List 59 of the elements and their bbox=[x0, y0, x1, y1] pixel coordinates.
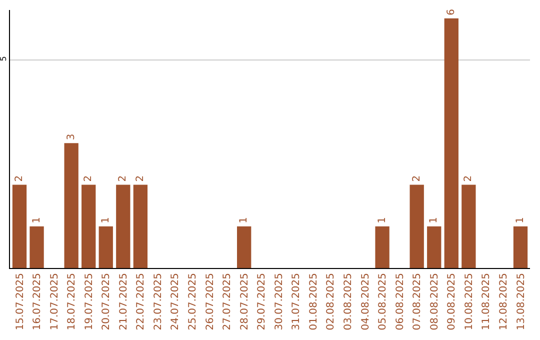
bar bbox=[444, 18, 458, 268]
y-tick-label: 5 bbox=[0, 56, 8, 62]
bar bbox=[462, 184, 476, 268]
x-tick-label: 18.07.2025 bbox=[66, 273, 78, 330]
bar bbox=[133, 184, 148, 268]
x-tick-label: 30.07.2025 bbox=[274, 273, 285, 330]
bar bbox=[237, 226, 252, 268]
x-tick-label: 06.08.2025 bbox=[394, 273, 406, 330]
bar bbox=[82, 184, 96, 268]
bar bbox=[64, 143, 78, 268]
data-label: 2 bbox=[463, 175, 474, 182]
x-tick-label: 21.07.2025 bbox=[118, 273, 130, 330]
x-tick-label: 28.07.2025 bbox=[239, 273, 250, 330]
x-tick-label: 09.08.2025 bbox=[446, 273, 458, 330]
x-tick-label: 12.08.2025 bbox=[498, 273, 510, 330]
data-label: 2 bbox=[118, 175, 129, 182]
x-tick-label: 13.08.2025 bbox=[516, 273, 527, 330]
bar bbox=[410, 184, 424, 268]
x-tick-label: 25.07.2025 bbox=[188, 273, 199, 330]
x-tick-label: 26.07.2025 bbox=[204, 273, 216, 330]
x-tick-label: 19.07.2025 bbox=[84, 273, 95, 330]
data-label: 1 bbox=[238, 217, 250, 224]
x-tick-label: 16.07.2025 bbox=[32, 273, 44, 330]
bar bbox=[30, 226, 44, 268]
x-tick-label: 04.08.2025 bbox=[360, 273, 372, 330]
x-tick-label: 03.08.2025 bbox=[342, 273, 354, 330]
data-label: 1 bbox=[376, 217, 388, 224]
data-label: 6 bbox=[446, 8, 457, 16]
data-label: 2 bbox=[83, 175, 94, 182]
bar bbox=[513, 226, 528, 268]
x-tick-label: 27.07.2025 bbox=[222, 273, 234, 330]
bar bbox=[12, 184, 27, 268]
x-tick-label: 22.07.2025 bbox=[136, 273, 147, 330]
x-tick-label: 02.08.2025 bbox=[326, 273, 337, 330]
data-label: 1 bbox=[31, 217, 42, 224]
x-tick-label: 15.07.2025 bbox=[14, 273, 26, 330]
data-label: 3 bbox=[66, 134, 77, 140]
x-tick-label: 23.07.2025 bbox=[152, 273, 164, 330]
data-label: 2 bbox=[134, 175, 146, 182]
bar bbox=[98, 226, 113, 268]
x-tick-label: 11.08.2025 bbox=[481, 273, 492, 330]
data-label: 1 bbox=[515, 217, 526, 224]
x-tick-label: 24.07.2025 bbox=[170, 273, 182, 330]
x-tick-label: 17.07.2025 bbox=[49, 273, 60, 330]
x-tick-label: 29.07.2025 bbox=[256, 273, 268, 330]
x-tick-label: 20.07.2025 bbox=[101, 273, 112, 330]
x-tick-label: 08.08.2025 bbox=[429, 273, 440, 330]
x-tick-label: 31.07.2025 bbox=[291, 273, 302, 330]
data-label: 2 bbox=[14, 175, 25, 182]
data-label: 1 bbox=[100, 217, 112, 224]
data-label: 1 bbox=[428, 217, 440, 224]
x-tick-label: 01.08.2025 bbox=[308, 273, 320, 330]
bar bbox=[116, 184, 130, 268]
x-tick-label: 07.08.2025 bbox=[412, 273, 424, 330]
x-tick-label: 10.08.2025 bbox=[464, 273, 475, 330]
x-tick-label: 05.08.2025 bbox=[378, 273, 389, 330]
data-label: 2 bbox=[411, 175, 422, 182]
bar bbox=[427, 226, 442, 268]
bar bbox=[375, 226, 390, 268]
